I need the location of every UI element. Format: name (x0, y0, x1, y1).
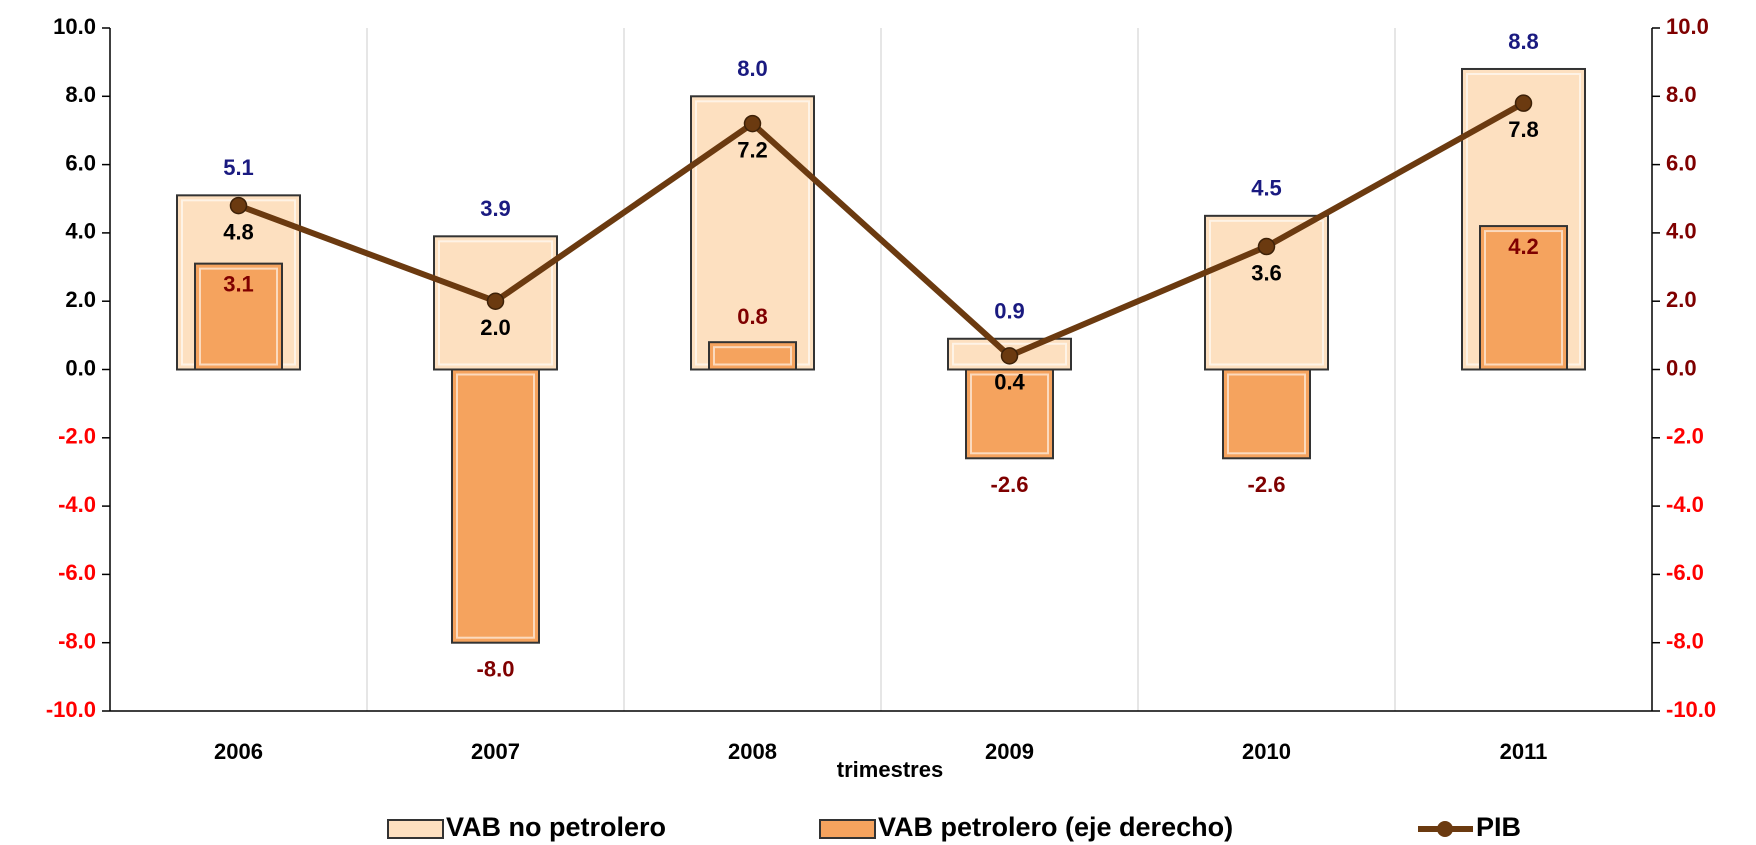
bar-bevel (713, 346, 792, 366)
data-label: 4.2 (1508, 234, 1539, 259)
bar (1222, 368, 1311, 460)
y-tick-label: -2.0 (58, 424, 96, 449)
data-label: -2.6 (991, 472, 1029, 497)
data-label: 8.8 (1508, 29, 1539, 54)
y2-tick-label: 0.0 (1666, 355, 1697, 380)
y-tick-label: -8.0 (58, 629, 96, 654)
line-marker (1257, 237, 1276, 256)
y2-tick-label: -8.0 (1666, 629, 1704, 654)
x-tick-label: 2011 (1500, 739, 1548, 764)
data-label: 7.8 (1508, 117, 1539, 142)
line-marker (1514, 94, 1533, 112)
legend-label: VAB petrolero (eje derecho) (878, 812, 1233, 842)
y-tick-label: 4.0 (65, 219, 96, 244)
y-tick-label: -10.0 (46, 697, 96, 722)
legend-marker (1437, 821, 1453, 837)
y-tick-label: 8.0 (65, 82, 96, 107)
data-label: 3.6 (1251, 260, 1282, 285)
bar-bevel (1227, 373, 1306, 455)
bar-bevel (199, 267, 278, 366)
bar-bevel (970, 373, 1049, 455)
data-label: 3.1 (223, 271, 254, 296)
data-label: -2.6 (1248, 472, 1286, 497)
data-label: 0.8 (737, 304, 768, 329)
data-label: 8.0 (737, 56, 768, 81)
data-label: 0.4 (994, 370, 1025, 395)
legend-label: PIB (1476, 812, 1521, 842)
data-label: 2.0 (480, 315, 511, 340)
bar (194, 262, 283, 371)
y-tick-label: -6.0 (58, 560, 96, 585)
y-tick-label: 2.0 (65, 287, 96, 312)
bar-bevel (438, 240, 553, 366)
x-tick-label: 2006 (214, 739, 263, 764)
line-marker (229, 196, 248, 215)
y2-tick-label: 4.0 (1666, 219, 1697, 244)
y2-tick-label: 10.0 (1666, 14, 1709, 39)
x-tick-label: 2010 (1242, 739, 1291, 764)
line-marker (743, 114, 762, 133)
y-tick-label: 0.0 (65, 355, 96, 380)
x-tick-label: 2008 (728, 739, 777, 764)
y2-tick-label: -2.0 (1666, 424, 1704, 449)
y2-tick-label: 2.0 (1666, 287, 1697, 312)
data-label: 4.8 (223, 219, 254, 244)
bar (690, 95, 815, 371)
data-label: 0.9 (994, 299, 1025, 324)
y2-tick-label: -6.0 (1666, 560, 1704, 585)
data-label: -8.0 (477, 657, 515, 682)
x-axis-label: trimestres (837, 757, 943, 782)
data-label: 3.9 (480, 196, 511, 221)
y2-tick-label: 8.0 (1666, 82, 1697, 107)
line (237, 100, 1525, 360)
x-tick-label: 2007 (471, 739, 520, 764)
line-marker (1000, 347, 1019, 365)
y-tick-label: 6.0 (65, 150, 96, 175)
legend-swatch (387, 819, 444, 839)
x-tick-label: 2009 (985, 739, 1034, 764)
y-tick-label: -4.0 (58, 492, 96, 517)
bar-bevel (456, 373, 535, 639)
y2-tick-label: -4.0 (1666, 492, 1704, 517)
legend-swatch (819, 819, 876, 839)
bar-bevel (1484, 230, 1563, 366)
legend-label: VAB no petrolero (446, 812, 666, 842)
line-marker (486, 292, 505, 310)
bar (451, 368, 540, 644)
data-label: 7.2 (737, 137, 768, 162)
y2-tick-label: -10.0 (1666, 697, 1716, 722)
bar (965, 368, 1054, 460)
data-label: 4.5 (1251, 176, 1282, 201)
data-label: 5.1 (223, 155, 254, 180)
y2-tick-label: 6.0 (1666, 150, 1697, 175)
bar (1479, 225, 1568, 371)
y-tick-label: 10.0 (53, 14, 96, 39)
bar-bevel (1209, 219, 1324, 366)
